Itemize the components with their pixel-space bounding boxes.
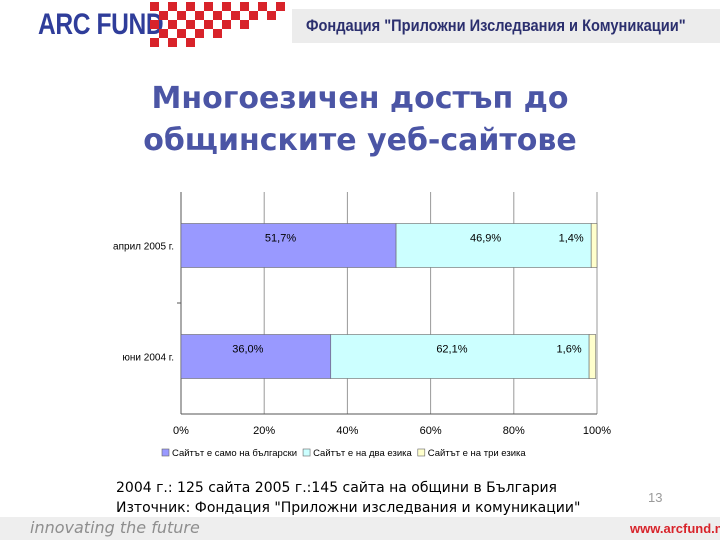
organization-name: Фондация "Приложни Изследвания и Комуник… [306,16,686,35]
source-note: Източник: Фондация "Приложни изследвания… [116,500,581,516]
legend-swatch [417,448,426,457]
chart-notes: 2004 г.: 125 сайта 2005 г.:145 сайта на … [116,478,580,518]
data-label: 62,1% [436,344,467,356]
bar-segment [395,223,592,268]
category-label: юни 2004 г. [122,353,174,364]
legend-label: Сайтът е на три езика [428,448,527,459]
data-label: 1,6% [557,344,582,356]
bar-segment [330,334,590,379]
data-label: 51,7% [265,233,296,245]
page-number: 13 [648,490,663,505]
website-link[interactable]: www.arcfund.net [630,521,720,536]
bar-segment [180,334,332,379]
sample-size-note: 2004 г.: 125 сайта 2005 г.:145 сайта на … [116,480,557,496]
x-tick-label: 40% [336,425,358,437]
arc-fund-logo: ARC FUND [38,8,164,41]
legend-swatch [161,448,170,457]
bar-segment [588,334,597,379]
slide-title: Многоезичен достъп до общинските уеб-сай… [100,78,620,162]
x-tick-label: 60% [420,425,442,437]
x-tick-label: 80% [503,425,525,437]
title-line-2: общинските уеб-сайтове [143,123,577,158]
tagline: innovating the future [30,518,200,537]
data-label: 36,0% [232,344,263,356]
legend-swatch [302,448,311,457]
footer-bar [0,517,720,540]
x-tick-label: 0% [173,425,189,437]
data-label: 1,4% [559,233,584,245]
title-line-1: Многоезичен достъп до [151,81,569,116]
x-tick-label: 20% [253,425,275,437]
category-label: април 2005 г. [113,242,174,253]
header-bar [292,9,720,43]
bar-segment [590,223,598,268]
bar-segment [180,223,397,268]
legend-label: Сайтът е на два езика [313,448,412,459]
x-tick-label: 100% [583,425,611,437]
legend-label: Сайтът е само на български [172,448,297,459]
data-label: 46,9% [470,233,501,245]
